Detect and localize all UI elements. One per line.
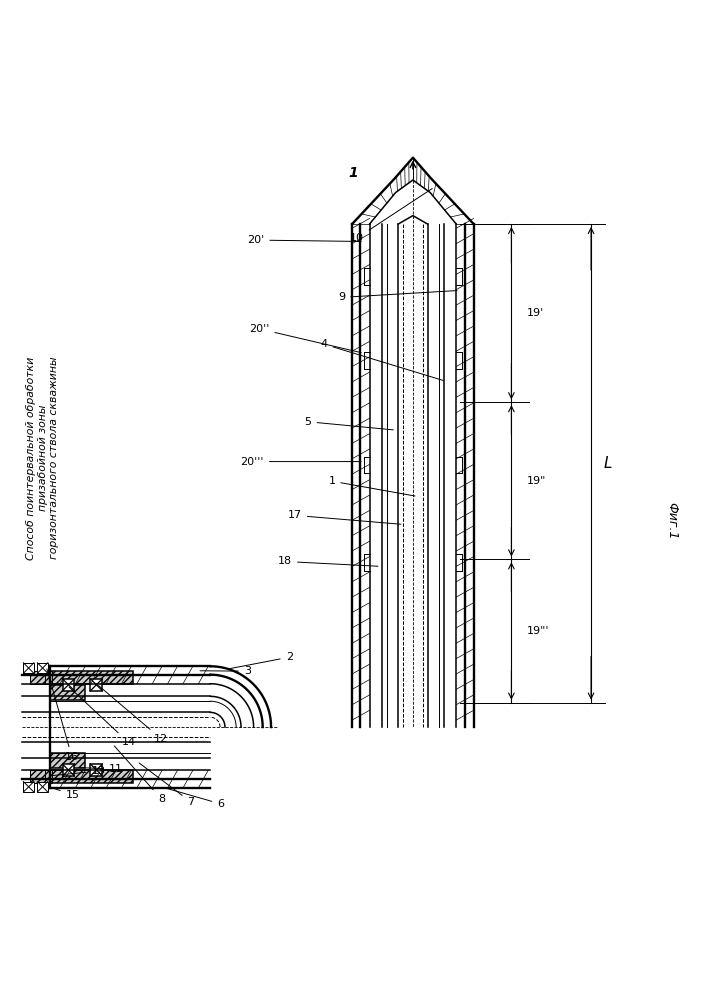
Text: 14: 14 — [69, 687, 136, 747]
Bar — [49, 685, 85, 700]
Bar — [30, 671, 45, 684]
Text: 20''': 20''' — [240, 457, 361, 467]
Text: 8: 8 — [115, 746, 165, 804]
Text: 9: 9 — [338, 291, 457, 302]
Text: 2: 2 — [228, 652, 293, 669]
Text: Способ поинтервальной обработки
призабойной зоны
горизонтального ствола скважины: Способ поинтервальной обработки призабой… — [26, 356, 59, 560]
Bar — [37, 770, 52, 783]
Text: Фиг.1: Фиг.1 — [665, 502, 678, 540]
Text: 1: 1 — [328, 476, 415, 496]
Text: 1: 1 — [349, 166, 358, 180]
Text: 7: 7 — [139, 763, 194, 807]
Text: 19"': 19"' — [527, 626, 549, 636]
Text: 5: 5 — [305, 417, 393, 430]
Bar — [37, 671, 52, 684]
Text: 18: 18 — [278, 556, 378, 566]
Text: 15: 15 — [49, 787, 80, 800]
Text: 11: 11 — [81, 764, 123, 774]
Text: 19': 19' — [527, 308, 544, 318]
Text: 3: 3 — [200, 666, 251, 676]
Text: 13: 13 — [51, 766, 105, 776]
Text: 17: 17 — [288, 510, 401, 524]
Bar — [49, 753, 85, 768]
Text: 12: 12 — [98, 686, 168, 744]
Text: 10: 10 — [350, 189, 432, 243]
Text: 16: 16 — [47, 669, 79, 762]
Text: 6: 6 — [168, 789, 224, 809]
Bar — [30, 770, 45, 783]
Bar — [62, 679, 74, 691]
Text: 20': 20' — [247, 235, 361, 245]
Text: 19": 19" — [527, 476, 546, 486]
Text: 4: 4 — [320, 339, 443, 380]
Bar — [23, 663, 34, 673]
Bar — [90, 764, 103, 776]
Bar — [37, 663, 48, 673]
Text: 20'': 20'' — [249, 324, 361, 353]
Bar — [62, 764, 74, 776]
Bar — [49, 770, 134, 783]
Bar — [37, 782, 48, 792]
Bar — [23, 782, 34, 792]
Bar — [90, 679, 103, 691]
Bar — [49, 671, 134, 684]
Text: L: L — [604, 456, 612, 471]
